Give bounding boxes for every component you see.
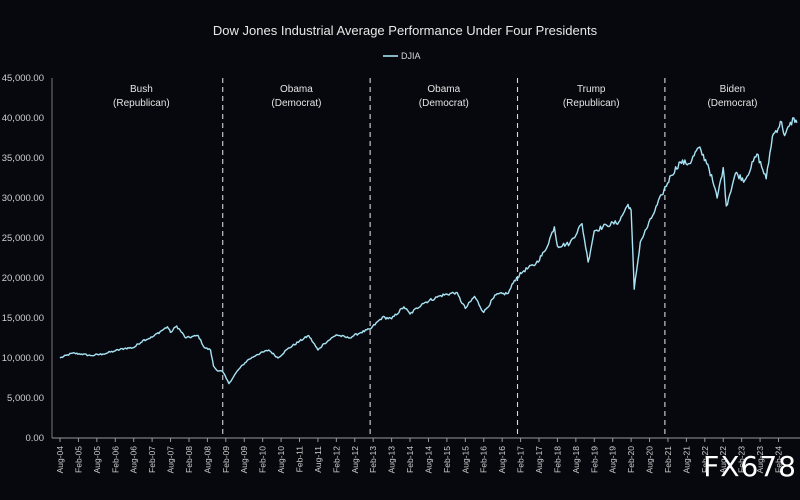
- y-tick-label: 45,000.00: [2, 73, 44, 84]
- x-tick-label: Feb-21: [663, 446, 673, 473]
- x-tick-label: Aug-14: [423, 446, 433, 474]
- x-tick-label: Aug-23: [755, 446, 765, 474]
- x-tick-label: Aug-10: [276, 446, 286, 474]
- x-tick-label: Feb-22: [700, 446, 710, 473]
- x-tick-label: Aug-05: [92, 446, 102, 474]
- series-line-djia: [59, 117, 798, 385]
- y-tick-label: 20,000.00: [2, 273, 44, 284]
- x-tick-label: Aug-13: [387, 446, 397, 474]
- y-tick-label: 25,000.00: [2, 233, 44, 244]
- x-tick-label: Aug-20: [645, 446, 655, 474]
- x-tick-label: Feb-17: [516, 446, 526, 473]
- x-tick-label: Feb-23: [737, 446, 747, 473]
- x-tick-label: Aug-15: [460, 446, 470, 474]
- presidency-labels: Bush (Republican) Obama (Democrat) Obama (Dem…: [113, 84, 757, 109]
- y-tick-label: 5,000.00: [7, 393, 44, 404]
- presidency-party: (Republican): [113, 98, 170, 109]
- x-tick-label: Aug-11: [313, 446, 323, 473]
- x-tick-label: Feb-06: [110, 446, 120, 473]
- y-tick-label: 10,000.00: [2, 353, 44, 364]
- presidency-dividers: [222, 78, 666, 438]
- x-tick-label: Aug-07: [166, 446, 176, 474]
- x-tick-label: Aug-12: [350, 446, 360, 474]
- presidency-name: Obama: [280, 84, 313, 95]
- x-tick-label: Aug-04: [55, 446, 65, 474]
- chart-title: Dow Jones Industrial Average Performance…: [213, 23, 598, 38]
- y-tick-label: 0.00: [26, 433, 45, 444]
- y-tick-label: 35,000.00: [2, 153, 44, 164]
- x-tick-label: Aug-22: [718, 446, 728, 474]
- x-tick-label: Feb-14: [405, 446, 415, 473]
- y-tick-label: 30,000.00: [2, 193, 44, 204]
- x-tick-label: Feb-09: [221, 446, 231, 473]
- y-tick-label: 15,000.00: [2, 313, 44, 324]
- presidency-party: (Republican): [563, 98, 620, 109]
- x-tick-label: Feb-24: [774, 446, 784, 473]
- x-tick-label: Aug-16: [497, 446, 507, 474]
- presidency-party: (Democrat): [419, 98, 469, 109]
- x-tick-label: Aug-09: [239, 446, 249, 474]
- x-tick-label: Feb-15: [442, 446, 452, 473]
- x-axis-ticks: Aug-04 Feb-05 Aug-05 Feb-06 Aug-06 Feb-07 Aug-…: [55, 438, 784, 473]
- presidency-name: Obama: [427, 84, 460, 95]
- x-tick-label: Feb-10: [258, 446, 268, 473]
- x-tick-label: Aug-08: [202, 446, 212, 474]
- x-tick-label: Feb-19: [589, 446, 599, 473]
- legend-label-djia: DJIA: [401, 51, 421, 61]
- x-tick-label: Feb-12: [331, 446, 341, 473]
- x-tick-label: Aug-06: [129, 446, 139, 474]
- x-tick-label: Feb-07: [147, 446, 157, 473]
- presidency-name: Trump: [577, 84, 606, 95]
- x-tick-label: Feb-08: [184, 446, 194, 473]
- x-tick-label: Feb-16: [479, 446, 489, 473]
- x-tick-label: Feb-18: [552, 446, 562, 473]
- presidency-party: (Democrat): [707, 98, 757, 109]
- presidency-party: (Democrat): [271, 98, 321, 109]
- presidency-name: Bush: [130, 84, 153, 95]
- x-tick-label: Aug-21: [681, 446, 691, 474]
- x-tick-label: Feb-05: [73, 446, 83, 473]
- x-tick-label: Feb-13: [368, 446, 378, 473]
- legend: DJIA: [383, 51, 421, 61]
- y-tick-label: 40,000.00: [2, 113, 44, 124]
- x-tick-label: Aug-18: [571, 446, 581, 474]
- x-tick-label: Feb-11: [295, 446, 305, 473]
- y-axis-ticks: 0.00 5,000.00 10,000.00 15,000.00 20,000.00 2…: [2, 73, 44, 444]
- x-tick-label: Aug-19: [608, 446, 618, 474]
- x-tick-label: Feb-20: [626, 446, 636, 473]
- watermark: FX678: [703, 450, 797, 483]
- presidency-name: Biden: [720, 84, 746, 95]
- x-tick-label: Aug-17: [534, 446, 544, 474]
